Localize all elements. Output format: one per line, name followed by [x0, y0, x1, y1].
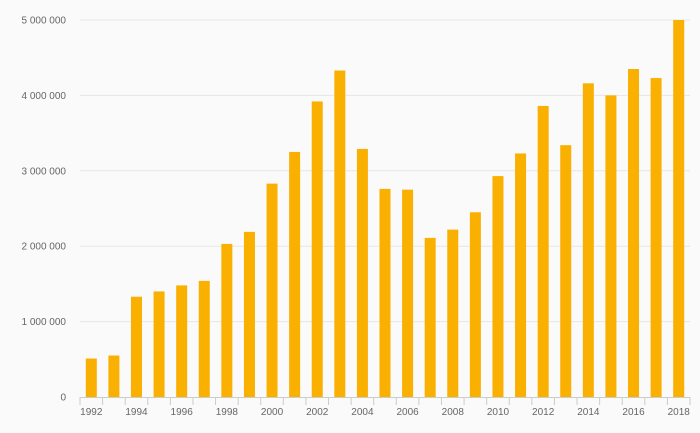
bar-1994	[130, 296, 142, 397]
x-tick-label: 1996	[171, 407, 194, 418]
y-tick-label: 1 000 000	[22, 317, 67, 328]
bar-2011	[515, 153, 527, 397]
x-tick-label: 2004	[351, 407, 374, 418]
y-tick-label: 0	[60, 393, 66, 404]
bar-2004	[356, 148, 368, 397]
bar-1997	[198, 280, 210, 397]
bar-2001	[289, 151, 301, 397]
bar-2010	[492, 176, 504, 397]
x-tick-label: 2010	[487, 407, 510, 418]
y-tick-label: 4 000 000	[22, 91, 67, 102]
x-tick-label: 2014	[577, 407, 600, 418]
bar-2013	[560, 145, 572, 397]
bar-2007	[424, 237, 436, 397]
bar-1998	[221, 243, 233, 397]
x-tick-label: 2002	[306, 407, 329, 418]
x-tick-label: 1992	[80, 407, 103, 418]
bar-2017	[650, 78, 662, 398]
bar-2005	[379, 188, 391, 397]
bar-2000	[266, 183, 278, 397]
bar-2012	[537, 105, 549, 398]
bar-2006	[402, 189, 414, 397]
bar-2014	[582, 83, 594, 397]
bar-2002	[311, 101, 323, 397]
bar-2003	[334, 70, 346, 397]
x-tick-label: 2018	[668, 407, 691, 418]
x-tick-label: 1998	[216, 407, 239, 418]
y-tick-label: 2 000 000	[22, 242, 67, 253]
x-tick-label: 2016	[622, 407, 645, 418]
bar-2018	[673, 20, 685, 397]
x-tick-label: 2000	[261, 407, 284, 418]
bar-2015	[605, 95, 617, 398]
x-tick-label: 2008	[442, 407, 465, 418]
x-tick-label: 1994	[125, 407, 148, 418]
bar-1996	[176, 285, 188, 397]
bar-2008	[447, 229, 459, 397]
bars	[85, 20, 685, 398]
x-tick-label: 2012	[532, 407, 555, 418]
bar-2009	[469, 212, 481, 397]
y-tick-label: 3 000 000	[22, 166, 67, 177]
axes	[79, 397, 691, 405]
bar-1995	[153, 291, 165, 397]
y-tick-label: 5 000 000	[22, 16, 67, 27]
bar-2016	[628, 69, 640, 397]
x-tick-label: 2006	[396, 407, 419, 418]
bar-1992	[85, 358, 97, 397]
bar-1993	[108, 355, 120, 397]
tick-labels: 0 1 000 000 2 000 000 3 000 000 4 000 000 5 0…	[22, 16, 691, 419]
bar-1999	[243, 231, 255, 397]
